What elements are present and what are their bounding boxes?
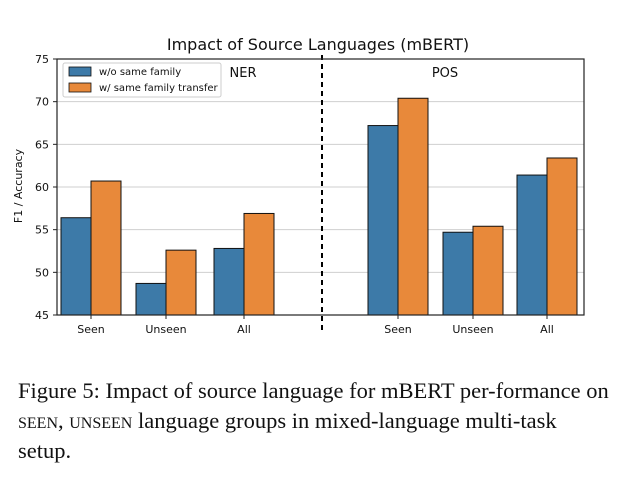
caption-unseen: unseen: [69, 408, 133, 433]
bar-pos-all-s1: [546, 157, 578, 316]
grid-lines: [57, 101, 584, 273]
caption-seen: seen: [18, 408, 58, 433]
chart-title: Impact of Source Languages (mBERT): [167, 35, 469, 54]
legend-swatch-0: [68, 66, 92, 77]
legend-label-1: w/ same family transfer: [99, 83, 219, 94]
x-tick-label-pos-unseen: Unseen: [452, 323, 493, 336]
bar-ner-seen-s0: [60, 217, 92, 316]
bar-ner-all-s0: [213, 247, 245, 316]
plot-frame: [56, 58, 585, 316]
y-tick-label-2: 55: [35, 224, 49, 237]
figure-caption: Figure 5: Impact of source language for …: [18, 376, 610, 466]
y-tick-label-6: 75: [35, 53, 49, 66]
bars: [60, 97, 578, 316]
x-tick-label-pos-seen: Seen: [384, 323, 412, 336]
bar-ner-seen-s1: [90, 180, 122, 316]
legend-box: [62, 62, 222, 98]
x-tick-label-pos-all: All: [540, 323, 554, 336]
bar-ner-unseen-s1: [165, 249, 197, 316]
caption-prefix: Figure 5: Impact of source language for …: [18, 378, 609, 403]
y-tick-label-5: 70: [35, 96, 49, 109]
y-axis-label: F1 / Accuracy: [12, 148, 25, 223]
panel-label-ner: NER: [230, 66, 257, 81]
x-axis-labels: Seen Unseen All Seen Unseen All: [77, 315, 554, 336]
legend: w/o same family w/ same family transfer: [62, 62, 222, 98]
y-tick-label-1: 50: [35, 266, 49, 279]
bar-ner-unseen-s0: [135, 282, 167, 316]
x-tick-label-ner-seen: Seen: [77, 323, 105, 336]
bar-chart: Impact of Source Languages (mBERT) F1 / …: [12, 35, 585, 336]
bar-pos-seen-s0: [367, 125, 399, 316]
y-tick-label-3: 60: [35, 181, 49, 194]
bar-pos-unseen-s1: [472, 225, 504, 316]
bar-pos-all-s0: [516, 174, 548, 316]
bar-pos-unseen-s0: [442, 231, 474, 316]
caption-sep: ,: [58, 408, 70, 433]
caption-suffix: language groups in mixed-language multi-…: [18, 408, 557, 463]
y-axis-ticks: 45 50 55 60 65 70 75: [35, 53, 57, 322]
x-tick-label-ner-all: All: [237, 323, 251, 336]
y-tick-label-0: 45: [35, 309, 49, 322]
bar-ner-all-s1: [243, 212, 275, 316]
legend-swatch-1: [68, 82, 92, 93]
x-tick-label-ner-unseen: Unseen: [145, 323, 186, 336]
panel-label-pos: POS: [432, 66, 458, 81]
bar-pos-seen-s1: [397, 97, 429, 316]
legend-label-0: w/o same family: [99, 67, 181, 78]
y-tick-label-4: 65: [35, 138, 49, 151]
